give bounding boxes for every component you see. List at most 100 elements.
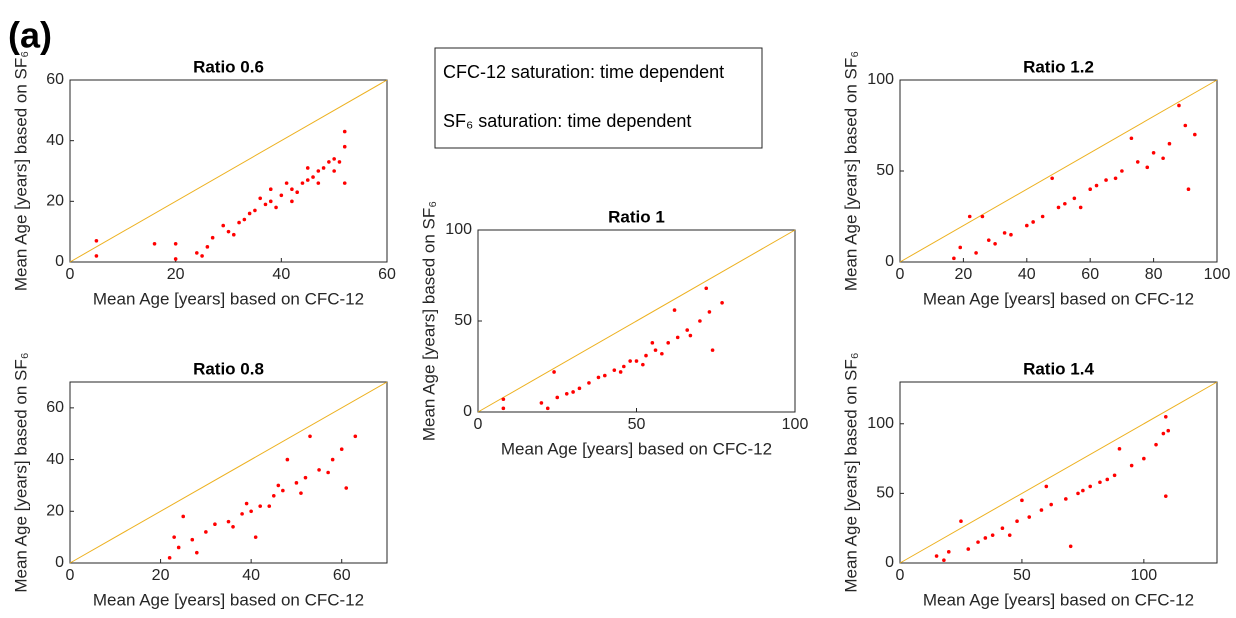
point <box>571 390 575 394</box>
point <box>1142 456 1146 461</box>
point <box>1161 431 1166 436</box>
point <box>303 475 308 480</box>
point <box>249 509 253 514</box>
point <box>1129 136 1134 141</box>
point <box>237 220 241 225</box>
y-tick-label: 0 <box>463 403 472 420</box>
point <box>555 395 560 400</box>
point <box>152 242 157 246</box>
point <box>244 501 249 506</box>
point <box>660 351 664 356</box>
point <box>688 333 693 338</box>
point <box>173 242 178 246</box>
reference-line <box>69 79 388 263</box>
point <box>564 392 569 396</box>
point <box>1000 526 1005 530</box>
point <box>176 545 181 550</box>
point <box>653 348 658 352</box>
x-tick-label: 100 <box>782 416 809 433</box>
point <box>205 245 210 249</box>
point <box>311 175 315 179</box>
x-tick-label: 40 <box>1018 266 1036 283</box>
point <box>258 196 263 201</box>
point <box>342 144 347 149</box>
point <box>618 370 623 374</box>
annotation: SF₆ saturation: time dependent <box>443 111 691 131</box>
point <box>268 199 273 204</box>
point <box>1166 428 1171 433</box>
point <box>258 504 263 508</box>
point <box>226 519 231 524</box>
y-tick-label: 40 <box>46 132 64 149</box>
point <box>596 375 601 380</box>
point <box>934 554 939 558</box>
x-tick-label: 40 <box>272 266 290 283</box>
point <box>167 556 172 560</box>
x-tick-label: 0 <box>896 266 905 283</box>
y-tick-label: 0 <box>55 253 64 270</box>
x-tick-label: 20 <box>152 567 170 584</box>
point <box>1105 477 1110 482</box>
point <box>94 254 99 258</box>
point <box>1113 176 1118 181</box>
point <box>317 468 321 472</box>
y-tick-label: 20 <box>46 193 64 210</box>
point <box>200 254 204 258</box>
point <box>1193 132 1197 137</box>
y-axis-label: Mean Age [years] based on SF₆ <box>841 51 860 291</box>
point <box>231 525 235 529</box>
x-tick-label: 0 <box>896 567 905 584</box>
point <box>707 310 712 314</box>
point <box>344 486 349 490</box>
point <box>967 214 972 219</box>
point <box>1078 205 1083 210</box>
point <box>675 335 680 340</box>
point <box>181 514 186 519</box>
x-axis-label: Mean Age [years] based on CFC-12 <box>501 439 772 458</box>
point <box>1002 231 1007 235</box>
point <box>644 353 648 358</box>
point <box>1183 123 1188 128</box>
point <box>281 488 285 493</box>
point <box>190 537 195 542</box>
point <box>242 217 247 222</box>
point <box>290 187 294 191</box>
panel-label: (a) <box>8 15 52 56</box>
point <box>332 169 336 173</box>
x-tick-label: 40 <box>242 567 260 584</box>
y-tick-label: 20 <box>46 503 64 520</box>
point <box>685 328 690 332</box>
y-tick-label: 40 <box>46 451 64 468</box>
x-tick-label: 80 <box>1145 266 1163 283</box>
point <box>1027 515 1032 519</box>
point <box>1129 463 1134 468</box>
y-tick-label: 0 <box>885 554 894 571</box>
x-axis-label: Mean Age [years] based on CFC-12 <box>923 289 1194 308</box>
x-tick-label: 0 <box>66 266 75 283</box>
point <box>577 386 582 391</box>
point <box>173 257 178 261</box>
point <box>1015 519 1019 524</box>
y-tick-label: 50 <box>876 162 894 179</box>
x-axis-label: Mean Age [years] based on CFC-12 <box>93 289 364 308</box>
point <box>271 493 276 498</box>
point <box>1135 160 1140 164</box>
point <box>213 522 217 527</box>
point <box>1063 201 1067 206</box>
point <box>326 470 330 475</box>
x-tick-label: 60 <box>333 567 351 584</box>
annotation: CFC-12 saturation: time dependent <box>443 62 724 82</box>
point <box>1098 480 1102 485</box>
point <box>1050 176 1054 181</box>
point <box>337 160 342 164</box>
point <box>1094 183 1099 188</box>
point <box>1068 544 1073 549</box>
y-axis-label: Mean Age [years] based on SF₆ <box>841 352 860 592</box>
point <box>274 205 278 210</box>
point <box>308 434 312 439</box>
reference-line <box>899 79 1218 263</box>
point <box>253 535 258 539</box>
point <box>966 547 971 551</box>
chart-title: Ratio 0.8 <box>193 359 264 378</box>
